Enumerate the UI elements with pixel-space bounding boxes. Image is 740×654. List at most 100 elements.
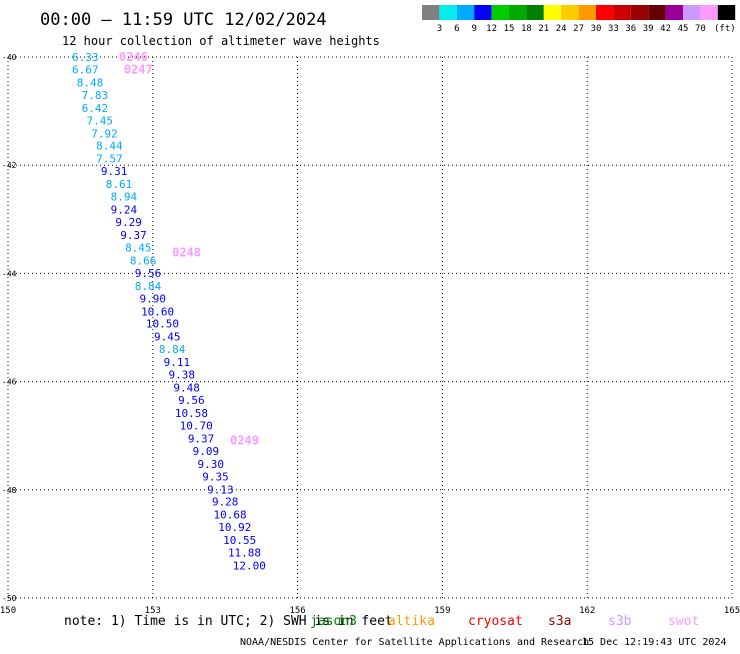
swh-value-label: 7.45 (86, 114, 113, 127)
swh-value-label: 9.56 (135, 267, 162, 280)
swh-value-label: 9.24 (111, 204, 138, 217)
legend-swatch (665, 5, 683, 20)
legend-swatch (700, 5, 718, 20)
swh-value-label: 7.57 (96, 153, 123, 166)
legend-swatch (613, 5, 631, 20)
swh-value-label: 8.45 (125, 241, 152, 254)
legend-label: 33 (608, 24, 619, 34)
swh-track: 6.336.678.487.836.427.457.928.447.579.31… (72, 51, 266, 573)
swh-value-label: 9.35 (202, 470, 229, 483)
legend-label: 42 (660, 24, 671, 34)
legend-swatch (526, 5, 544, 20)
latitude-tick-label: -42 (2, 161, 17, 170)
swh-value-label: 9.90 (140, 292, 167, 305)
swh-value-label: 8.66 (130, 254, 157, 267)
legend-swatch (717, 5, 736, 20)
swh-value-label: 9.31 (101, 165, 128, 178)
satellite-legend-item: altika (388, 614, 435, 629)
satellite-legend-item: s3b (608, 614, 632, 629)
swh-value-label: 9.45 (154, 331, 181, 344)
legend-swatch (439, 5, 457, 20)
swh-value-label: 10.58 (175, 407, 208, 420)
swh-value-label: 9.28 (212, 496, 239, 509)
legend-swatch (683, 5, 701, 20)
satellite-legend-item: swot (668, 614, 699, 629)
pass-time-label: 0248 (172, 245, 201, 259)
swh-value-label: 8.84 (135, 280, 162, 293)
swh-value-label: 6.33 (72, 51, 99, 64)
satellite-legend-item: jason3 (310, 614, 357, 629)
longitude-tick-label: 162 (579, 606, 595, 616)
swh-value-label: 9.11 (164, 356, 191, 369)
legend-label: 30 (591, 24, 602, 34)
swh-value-label: 9.48 (173, 382, 200, 395)
swh-value-label: 9.37 (188, 432, 215, 445)
swh-value-label: 12.00 (233, 560, 266, 573)
swh-value-label: 9.30 (197, 458, 224, 471)
map-title: 00:00 — 11:59 UTC 12/02/2024 (40, 10, 327, 30)
legend-swatch (630, 5, 649, 20)
swh-value-label: 7.92 (91, 127, 118, 140)
legend-swatch (474, 5, 492, 20)
legend-swatch (491, 5, 509, 20)
swh-value-label: 10.70 (180, 419, 213, 432)
swh-value-label: 10.68 (213, 509, 246, 522)
legend-label: 45 (678, 24, 689, 34)
legend-label: 39 (643, 24, 654, 34)
swh-value-label: 8.61 (106, 178, 133, 191)
longitude-tick-label: 153 (145, 606, 161, 616)
footer-agency: NOAA/NESDIS Center for Satellite Applica… (240, 637, 589, 648)
map-note: note: 1) Time is in UTC; 2) SWH is in fe… (64, 614, 393, 629)
longitude-tick-label: 165 (724, 606, 740, 616)
swh-value-label: 8.84 (159, 343, 186, 356)
swh-value-label: 6.67 (72, 63, 99, 76)
legend-label: 12 (486, 24, 497, 34)
legend-swatch (648, 5, 666, 20)
legend-unit: (ft) (714, 24, 736, 34)
legend-label: 27 (573, 24, 584, 34)
swh-value-label: 10.55 (223, 534, 256, 547)
swh-value-label: 11.88 (228, 547, 261, 560)
satellite-legend: jason3 altika cryosat s3a s3b swot (310, 614, 699, 629)
swh-value-label: 9.13 (207, 483, 234, 496)
swh-value-label: 9.56 (178, 394, 205, 407)
pass-time-label: 0247 (124, 62, 153, 76)
legend-swatch (422, 5, 440, 20)
legend-label: 18 (521, 24, 532, 34)
latitude-tick-label: -46 (2, 378, 17, 387)
legend-label: 15 (504, 24, 515, 34)
longitude-tick-label: 159 (434, 606, 450, 616)
legend-swatch (596, 5, 614, 20)
swh-value-label: 10.92 (218, 521, 251, 534)
latitude-tick-label: -40 (2, 53, 17, 62)
swh-value-label: 7.83 (82, 89, 109, 102)
longitude-tick-label: 156 (289, 606, 305, 616)
swh-value-label: 8.94 (111, 191, 138, 204)
legend-label: 3 (437, 24, 442, 34)
longitude-tick-label: 150 (0, 606, 16, 616)
latitude-tick-label: -48 (2, 486, 17, 495)
swh-value-label: 10.60 (141, 305, 174, 318)
swh-value-label: 8.48 (77, 76, 104, 89)
swh-value-label: 10.50 (146, 318, 179, 331)
swh-value-label: 8.44 (96, 140, 123, 153)
legend-label: 70 (695, 24, 706, 34)
legend-label: 9 (471, 24, 476, 34)
map-tick-labels: 150 153 156 159 162 165 -40 -42 -44 -46 -48 -50 (0, 53, 740, 616)
legend-swatch (561, 5, 579, 20)
legend-label: 24 (556, 24, 567, 34)
swh-value-label: 9.38 (169, 369, 196, 382)
map-subtitle: 12 hour collection of altimeter wave hei… (62, 34, 380, 48)
satellite-legend-item: cryosat (468, 614, 523, 629)
latitude-tick-label: -44 (2, 269, 17, 278)
swh-value-label: 9.37 (120, 229, 147, 242)
legend-label: 21 (538, 24, 549, 34)
swh-value-label: 9.09 (193, 445, 220, 458)
latitude-tick-label: -50 (2, 594, 17, 603)
map-grid (7, 56, 733, 599)
legend-swatch (456, 5, 475, 20)
swh-value-label: 9.29 (115, 216, 142, 229)
